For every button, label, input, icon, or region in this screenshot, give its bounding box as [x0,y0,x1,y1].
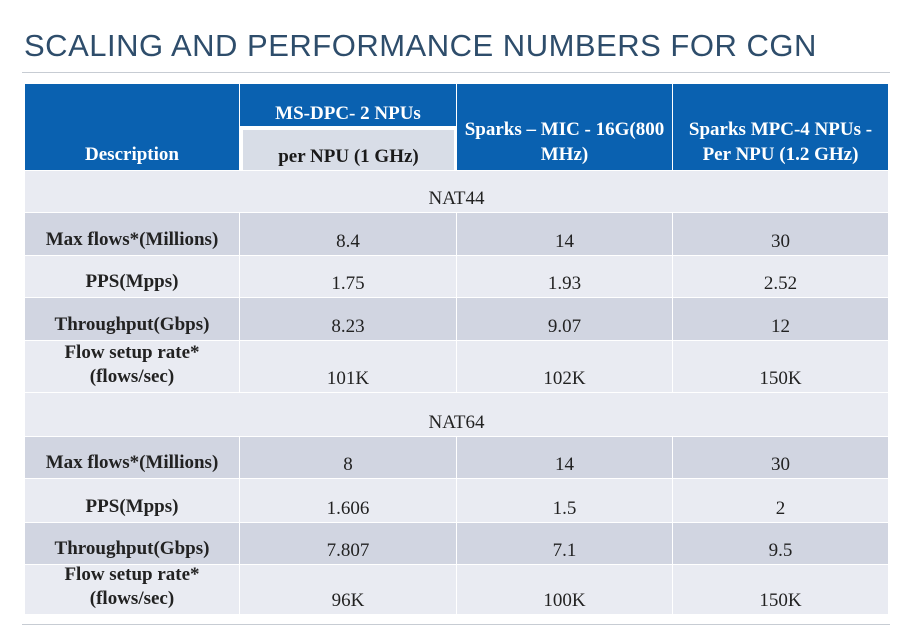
table-cell: 8.23 [240,298,457,341]
row-label: Throughput(Gbps) [25,523,240,565]
header-ms-dpc-subheading: per NPU (1 GHz) [240,127,457,171]
header-ms-dpc: MS-DPC- 2 NPUs [240,84,457,127]
table-cell: 150K [673,565,889,615]
table-cell: 101K [240,341,457,393]
table-cell: 2 [673,479,889,523]
table-cell: 1.606 [240,479,457,523]
table-cell: 1.93 [457,256,673,298]
table-cell: 1.75 [240,256,457,298]
performance-table: Description MS-DPC- 2 NPUs per NPU (1 GH… [25,84,889,620]
table-cell: 7.1 [457,523,673,565]
bottom-divider [22,624,890,625]
table-cell: 12 [673,298,889,341]
row-label: Flow setup rate*(flows/sec) [25,564,240,615]
table-cell: 2.52 [673,256,889,298]
table-cell: 102K [457,341,673,393]
table-cell: 9.07 [457,298,673,341]
row-label: Max flows*(Millions) [25,213,240,256]
table-cell: 100K [457,565,673,615]
row-label: Throughput(Gbps) [25,298,240,341]
table-cell: 7.807 [240,523,457,565]
table-cell: 30 [673,437,889,479]
section-header-nat44: NAT44 [25,171,889,213]
row-label: Flow setup rate*(flows/sec) [25,341,240,393]
title-divider [22,72,890,73]
table-cell: 8 [240,437,457,479]
row-label: PPS(Mpps) [25,479,240,523]
table-cell: 150K [673,341,889,393]
row-label: Max flows*(Millions) [25,437,240,479]
section-header-nat64: NAT64 [25,393,889,437]
table-cell: 9.5 [673,523,889,565]
table-cell: 96K [240,565,457,615]
table-cell: 14 [457,437,673,479]
header-description: Description [25,84,240,171]
header-sparks-mpc: Sparks MPC-4 NPUs - Per NPU (1.2 GHz) [673,84,889,171]
slide-title: SCALING AND PERFORMANCE NUMBERS FOR CGN [24,28,817,63]
table-cell: 8.4 [240,213,457,256]
row-label: PPS(Mpps) [25,256,240,298]
table-cell: 14 [457,213,673,256]
table-cell: 1.5 [457,479,673,523]
table-cell: 30 [673,213,889,256]
header-sparks-mic: Sparks – MIC - 16G(800 MHz) [457,84,673,171]
